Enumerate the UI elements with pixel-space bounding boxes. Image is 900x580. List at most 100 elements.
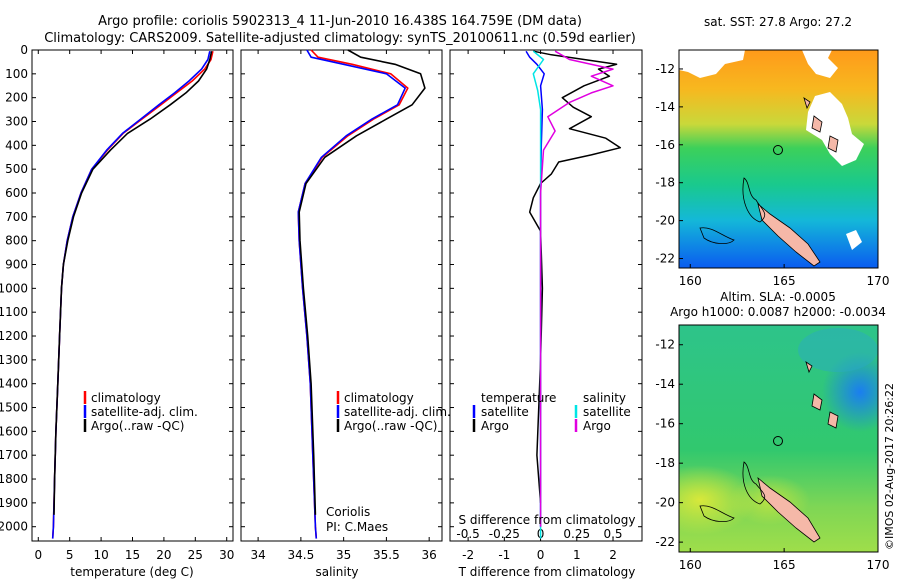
y-tick-label: 2000 — [0, 520, 28, 534]
reef-outline — [699, 227, 735, 244]
x-tick-label: 25 — [188, 548, 203, 562]
y-tick-label: 1900 — [0, 496, 28, 510]
y-tick-label: 1300 — [0, 353, 28, 367]
map-y-tick-label: -16 — [655, 138, 675, 152]
y-tick-label: 400 — [5, 138, 28, 152]
cloud-mask — [806, 92, 864, 166]
sst-map-title: sat. SST: 27.8 Argo: 27.2 — [704, 15, 852, 29]
island-vanuatu — [827, 411, 839, 429]
map-x-tick-label: 160 — [679, 274, 702, 288]
legend-climatology-label: climatology — [91, 391, 161, 405]
legend-t-satellite-label: satellite — [481, 405, 529, 419]
map-y-tick-label: -16 — [655, 417, 675, 431]
map-y-tick-label: -20 — [655, 496, 675, 510]
temperature-legend: climatology satellite-adj. clim. Argo(..… — [83, 391, 198, 433]
map-y-tick-label: -22 — [655, 252, 675, 266]
sla-map: Altim. SLA: -0.0005 Argo h1000: 0.0087 h… — [655, 290, 890, 572]
y-tick-label: 1100 — [0, 305, 28, 319]
sla-map-title-line1: Altim. SLA: -0.0005 — [720, 290, 836, 304]
legend-argo-label: Argo(..raw -QC) — [344, 419, 437, 433]
island-new-caledonia — [757, 476, 821, 543]
y-tick-label: 1200 — [0, 329, 28, 343]
island-small — [805, 361, 813, 374]
legend-argo-label: Argo(..raw -QC) — [91, 419, 184, 433]
cloud-mask — [802, 50, 838, 78]
y-tick-label: 1000 — [0, 281, 28, 295]
s-tick-label: -0.25 — [489, 527, 520, 541]
x-tick-label: 15 — [125, 548, 140, 562]
map-y-tick-label: -18 — [655, 456, 675, 470]
y-tick-label: 1500 — [0, 401, 28, 415]
x-tick-label: -2 — [462, 548, 474, 562]
temperature-plot-frame — [31, 49, 234, 542]
map-y-tick-label: -12 — [655, 62, 675, 76]
x-tick-label: -1 — [498, 548, 510, 562]
sst-map: sat. SST: 27.8 Argo: 27.2 160 165 170 -12 -1… — [655, 15, 889, 288]
x-tick-label: 10 — [93, 548, 108, 562]
annotation-pi: PI: C.Maes — [326, 520, 388, 534]
series-line-satellite-adj-clim- — [297, 49, 407, 539]
annotation-institution: Coriolis — [326, 505, 370, 519]
difference-legend: temperature salinity satellite Argo sate… — [472, 391, 631, 433]
y-tick-label: 1700 — [0, 448, 28, 462]
watermark: ©IMOS 02-Aug-2017 20:26:22 — [883, 383, 896, 550]
legend-climatology-label: climatology — [344, 391, 414, 405]
island-new-caledonia — [757, 202, 821, 267]
map-y-tick-label: -14 — [655, 377, 675, 391]
map-x-tick-label: 170 — [867, 558, 890, 572]
x-tick-label: 30 — [219, 548, 234, 562]
x-tick-label: 35.5 — [373, 548, 400, 562]
x-tick-label: 34 — [250, 548, 265, 562]
cloud-mask — [846, 230, 862, 250]
salinity-plot-frame — [240, 49, 443, 542]
map-x-tick-label: 165 — [773, 558, 796, 572]
sla-map-frame — [678, 324, 879, 553]
y-tick-label: 0 — [20, 43, 28, 57]
island-vanuatu — [811, 393, 823, 411]
reef-outline — [699, 505, 735, 522]
legend-salinity-title: salinity — [583, 391, 626, 405]
y-tick-label: 1400 — [0, 377, 28, 391]
x-tick-label: 1 — [573, 548, 581, 562]
argo-position-marker — [773, 436, 783, 446]
map-x-tick-label: 160 — [679, 558, 702, 572]
x-tick-label: 2 — [609, 548, 617, 562]
x-tick-label: 36 — [422, 548, 437, 562]
map-y-tick-label: -20 — [655, 214, 675, 228]
temperature-panel: 0100200300400500600700800900100011001200… — [0, 43, 234, 579]
y-tick-label: 300 — [5, 115, 28, 129]
y-tick-label: 1600 — [0, 424, 28, 438]
x-tick-label: 0 — [34, 548, 42, 562]
cloud-mask — [679, 50, 745, 78]
y-tick-label: 800 — [5, 234, 28, 248]
header-line2: Climatology: CARS2009. Satellite-adjuste… — [44, 31, 636, 46]
map-x-tick-label: 170 — [867, 274, 890, 288]
legend-s-argo-label: Argo — [583, 419, 611, 433]
y-tick-label: 1800 — [0, 472, 28, 486]
reef-outline — [742, 461, 766, 505]
temperature-xlabel: temperature (deg C) — [70, 565, 193, 579]
map-y-tick-label: -14 — [655, 100, 675, 114]
difference-panel: -2 -1 0 1 2-0.5 -0.25 0 0.25 0.5 T difference fr… — [449, 49, 643, 579]
legend-s-satellite-label: satellite — [583, 405, 631, 419]
legend-satellite-label: satellite-adj. clim. — [91, 405, 198, 419]
reef-outline — [742, 177, 766, 223]
island-vanuatu — [827, 135, 839, 153]
legend-satellite-label: satellite-adj. clim. — [344, 405, 451, 419]
legend-temperature-title: temperature — [481, 391, 556, 405]
difference-xlabel: T difference from climatology — [458, 565, 636, 579]
sst-map-frame — [678, 49, 879, 269]
legend-t-argo-label: Argo — [481, 419, 509, 433]
x-tick-label: 20 — [156, 548, 171, 562]
map-y-tick-label: -18 — [655, 176, 675, 190]
series-line-s-argo — [539, 50, 614, 527]
island-vanuatu — [811, 115, 823, 133]
sla-map-title-line2: Argo h1000: 0.0087 h2000: -0.0034 — [670, 305, 886, 319]
y-tick-label: 900 — [5, 258, 28, 272]
y-tick-label: 200 — [5, 91, 28, 105]
x-tick-label: 34.5 — [288, 548, 315, 562]
s-tick-label: -0.5 — [456, 527, 479, 541]
salinity-panel: 34 34.5 35 35.5 36 salinity climatology sate… — [240, 49, 451, 579]
y-tick-label: 600 — [5, 186, 28, 200]
